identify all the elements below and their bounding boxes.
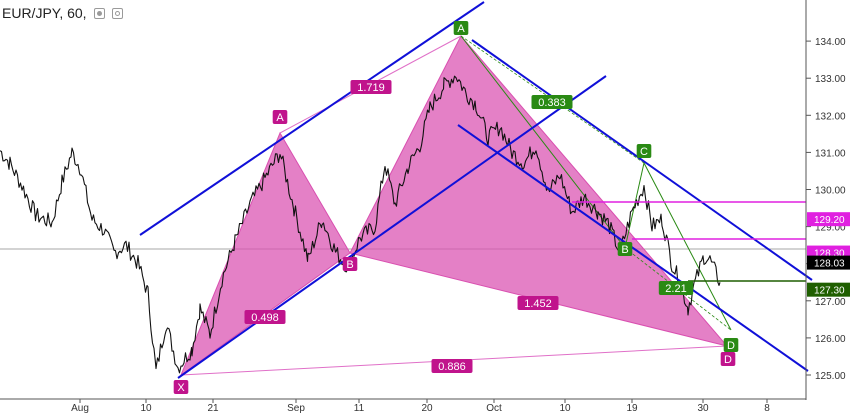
harmonic-triangle-xab (179, 131, 351, 377)
time-axis-label: Oct (486, 403, 502, 413)
price-axis-label: 132.00 (815, 111, 846, 122)
price-axis-label: 126.00 (815, 334, 846, 345)
pattern-point-a-1-bg (272, 110, 288, 124)
pattern-point-d-7: D (720, 352, 736, 366)
ratio-label-1: 0.498 (244, 310, 286, 324)
ratio-label-0-bg (350, 80, 392, 94)
price-tag-bg (807, 255, 850, 270)
price-axis-label: 127.00 (815, 297, 846, 308)
ratio-label-2-bg (517, 296, 559, 310)
pattern-point-c-5-text: C (640, 146, 648, 158)
pattern-point-b-2-text: B (346, 259, 353, 271)
ratio-label-4-text: 0.383 (538, 97, 566, 109)
ratio-label-4: 0.383 (531, 95, 573, 109)
price-series-line (0, 75, 721, 374)
ratio-label-1-text: 0.498 (251, 312, 279, 324)
pattern-point-x-0-text: X (177, 382, 185, 394)
visibility-icon[interactable] (93, 7, 105, 19)
pattern-point-c-5: C (636, 144, 652, 158)
ratio-label-2-text: 1.452 (524, 298, 552, 310)
pattern-point-d-7-text: D (724, 354, 732, 366)
time-axis-label: Aug (71, 403, 89, 413)
down-channel-lower (457, 124, 809, 372)
time-axis-label: 20 (421, 403, 433, 413)
time-axis-label: Sep (287, 403, 305, 413)
time-axis-label: 10 (140, 403, 152, 413)
pattern-point-x-0-bg (173, 380, 189, 394)
down-channel-upper (471, 39, 813, 281)
ratio-label-2: 1.452 (517, 296, 559, 310)
pattern-point-b-2: B (342, 257, 358, 271)
ratio-label-1-bg (244, 310, 286, 324)
pattern-point-d-6-bg (723, 338, 739, 352)
pattern-point-b-4-text: B (621, 244, 628, 256)
ratio-label-5-bg (658, 281, 694, 295)
pattern-point-b-2-bg (342, 257, 358, 271)
price-tag: 128.03 (807, 255, 850, 270)
pattern-point-d-6-text: D (727, 340, 735, 352)
time-axis-label: 11 (354, 403, 365, 413)
pattern-point-b-4-bg (617, 242, 633, 256)
ratio-label-0-text: 1.719 (357, 82, 385, 94)
settings-icon[interactable] (111, 7, 123, 19)
price-axis-label: 131.00 (815, 148, 846, 159)
ratio-label-4-bg (531, 95, 573, 109)
ratio-label-0: 1.719 (350, 80, 392, 94)
time-axis-label: 19 (626, 403, 638, 413)
time-axis-label: 10 (559, 403, 571, 413)
pattern-point-d-7-bg (720, 352, 736, 366)
price-tag-text: 128.03 (814, 259, 845, 270)
price-tag: 127.30 (807, 282, 850, 297)
pattern-point-a-1-text: A (276, 112, 284, 124)
pattern-point-b-4: B (617, 242, 633, 256)
chart-header: EUR/JPY, 60, (2, 5, 123, 21)
ratio-label-5-text: 2.21 (665, 283, 686, 295)
symbol-label: EUR/JPY, 60, (2, 5, 87, 21)
ratio-label-3: 0.886 (431, 359, 473, 373)
price-tag-text: 128.30 (814, 249, 845, 260)
pattern-point-d-6: D (723, 338, 739, 352)
trend-channel-lower (177, 75, 607, 379)
time-axis-label: 30 (697, 403, 709, 413)
price-tag-bg (807, 212, 850, 227)
price-axis-label: 134.00 (815, 37, 846, 48)
pattern-point-a-3: A (453, 21, 469, 35)
pattern-point-a-3-text: A (457, 23, 465, 35)
price-axis-label: 125.00 (815, 371, 846, 382)
pattern-point-c-5-bg (636, 144, 652, 158)
price-tag-text: 129.20 (814, 215, 845, 226)
price-tag: 129.20 (807, 212, 850, 227)
green-pattern-path (460, 35, 732, 331)
price-axis-label: 129.00 (815, 223, 846, 234)
price-tag-bg (807, 282, 850, 297)
ratio-label-3-bg (431, 359, 473, 373)
pattern-point-a-3-bg (453, 21, 469, 35)
pattern-point-x-0: X (173, 380, 189, 394)
time-axis-label: 8 (764, 403, 770, 413)
trend-channel-upper (139, 1, 485, 236)
price-axis-label: 133.00 (815, 74, 846, 85)
pattern-point-a-1: A (272, 110, 288, 124)
price-tag-text: 127.30 (814, 286, 845, 297)
ratio-label-3-text: 0.886 (438, 361, 466, 373)
time-axis-label: 21 (207, 403, 219, 413)
ratio-label-5: 2.21 (658, 281, 694, 295)
price-axis-label: 130.00 (815, 186, 846, 197)
